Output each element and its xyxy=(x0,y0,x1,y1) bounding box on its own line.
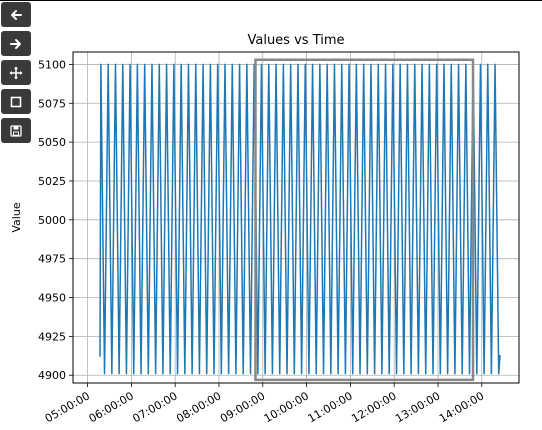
y-tick-label: 5000 xyxy=(38,214,66,227)
y-tick-label: 4900 xyxy=(38,369,66,382)
y-tick-label: 4975 xyxy=(38,253,66,266)
zoom-button[interactable] xyxy=(1,89,31,114)
forward-button[interactable] xyxy=(1,31,31,56)
pan-move-icon xyxy=(9,66,23,80)
back-button[interactable] xyxy=(1,2,31,27)
x-tick-label: 14:00:00 xyxy=(437,389,486,425)
x-tick-label: 06:00:00 xyxy=(87,389,136,425)
save-figure-icon xyxy=(9,124,23,138)
y-tick-label: 5075 xyxy=(38,97,66,110)
x-tick-label: 10:00:00 xyxy=(262,389,311,425)
data-series xyxy=(99,63,501,375)
chart-title: Values vs Time xyxy=(247,33,344,48)
y-tick-label: 5025 xyxy=(38,175,66,188)
zoom-rectangle-icon xyxy=(9,95,23,109)
y-tick-label: 4950 xyxy=(38,292,66,305)
forward-arrow-icon xyxy=(9,37,23,51)
x-tick-label: 08:00:00 xyxy=(174,389,223,425)
x-tick-label: 07:00:00 xyxy=(130,389,179,425)
y-tick-label: 4925 xyxy=(38,330,66,343)
zoom-selection-rectangle xyxy=(254,58,475,382)
y-axis-label: Value xyxy=(10,202,23,232)
y-tick-label: 5100 xyxy=(38,58,66,71)
axes-frame xyxy=(72,51,520,384)
navigation-toolbar xyxy=(1,2,31,147)
plot-area-border xyxy=(72,51,520,384)
back-arrow-icon xyxy=(9,8,23,22)
series-line xyxy=(99,63,501,375)
x-tick-label: 05:00:00 xyxy=(43,389,92,425)
selection-box xyxy=(254,58,475,382)
x-tick-label: 12:00:00 xyxy=(349,389,398,425)
window-top-border xyxy=(0,0,542,1)
x-tick-label: 13:00:00 xyxy=(393,389,442,425)
x-tick-label: 09:00:00 xyxy=(218,389,267,425)
x-tick-label: 11:00:00 xyxy=(306,389,355,425)
pan-button[interactable] xyxy=(1,60,31,85)
y-tick-label: 5050 xyxy=(38,136,66,149)
save-button[interactable] xyxy=(1,118,31,143)
